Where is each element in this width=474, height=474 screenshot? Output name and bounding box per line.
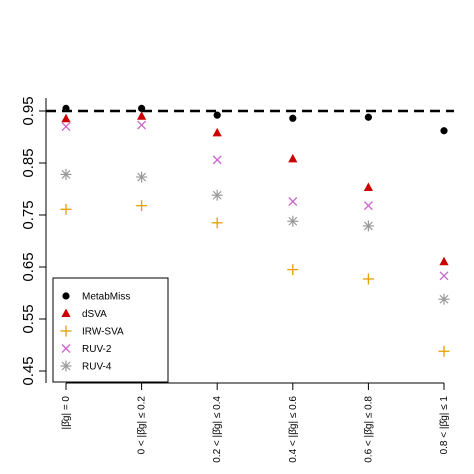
x-tick-label: 0.4 < |β̂g| ≤ 0.6 <box>287 396 299 463</box>
point-irw-sva <box>136 200 148 212</box>
x-tick-label: |β̂g| = 0 <box>60 396 72 430</box>
point-irw-sva <box>287 264 299 276</box>
point-dsva <box>212 127 222 137</box>
point-irw-sva <box>438 345 450 357</box>
point-ruv-4 <box>211 189 223 201</box>
point-ruv-2 <box>212 155 222 165</box>
y-tick-label: 0.55 <box>20 304 37 333</box>
y-axis: 0.45 0.55 0.65 0.75 0.85 0.95 <box>20 96 46 386</box>
legend-box <box>52 277 169 383</box>
legend-label: RUV-4 <box>82 362 112 373</box>
point-dsva <box>137 111 147 120</box>
legend-marker <box>62 292 70 300</box>
point-metabmiss <box>62 104 70 112</box>
legend-marker <box>60 360 72 372</box>
point-metabmiss <box>138 104 146 112</box>
y-tick-label: 0.85 <box>20 148 37 177</box>
legend-label: MetabMiss <box>82 292 130 303</box>
legend-label: IRW-SVA <box>82 327 124 338</box>
point-ruv-4 <box>136 171 148 183</box>
point-ruv-4 <box>438 293 450 305</box>
legend-marker <box>61 344 71 353</box>
point-dsva <box>363 182 373 191</box>
point-metabmiss <box>364 113 372 121</box>
y-tick-label: 0.95 <box>20 96 37 125</box>
point-ruv-4 <box>287 215 299 227</box>
point-ruv-2 <box>363 201 373 211</box>
point-metabmiss <box>213 111 221 119</box>
x-tick-label: 0.2 < |β̂g| ≤ 0.4 <box>211 396 223 463</box>
point-dsva <box>61 113 71 123</box>
point-ruv-2 <box>137 120 147 130</box>
point-ruv-2 <box>288 197 298 206</box>
point-irw-sva <box>60 203 72 215</box>
x-axis: |β̂g| = 0 0 < |β̂g| ≤ 0.2 0.2 < |β̂g| ≤ 0.… <box>60 382 450 463</box>
point-ruv-4 <box>60 168 72 180</box>
data-points <box>60 104 450 357</box>
y-tick-label: 0.75 <box>20 200 37 229</box>
y-tick-label: 0.65 <box>20 252 37 281</box>
point-ruv-2 <box>439 271 449 281</box>
point-ruv-4 <box>362 220 374 232</box>
y-tick-label: 0.45 <box>20 356 37 385</box>
legend: MetabMiss dSVA IRW-SVA RUV-2 RUV-4 <box>52 277 169 383</box>
point-metabmiss <box>289 114 297 122</box>
x-tick-label: 0 < |β̂g| ≤ 0.2 <box>136 396 148 455</box>
point-dsva <box>439 256 449 266</box>
legend-marker <box>61 308 71 317</box>
point-dsva <box>288 153 298 163</box>
legend-label: RUV-2 <box>82 344 112 355</box>
x-tick-label: 0.6 < |β̂g| ≤ 0.8 <box>362 396 374 463</box>
legend-marker <box>60 325 72 337</box>
point-ruv-2 <box>61 122 71 132</box>
x-tick-label: 0.8 < |β̂g| ≤ 1 <box>438 396 450 455</box>
point-metabmiss <box>440 127 448 135</box>
legend-label: dSVA <box>82 309 107 320</box>
point-irw-sva <box>211 217 223 229</box>
point-irw-sva <box>362 273 374 285</box>
